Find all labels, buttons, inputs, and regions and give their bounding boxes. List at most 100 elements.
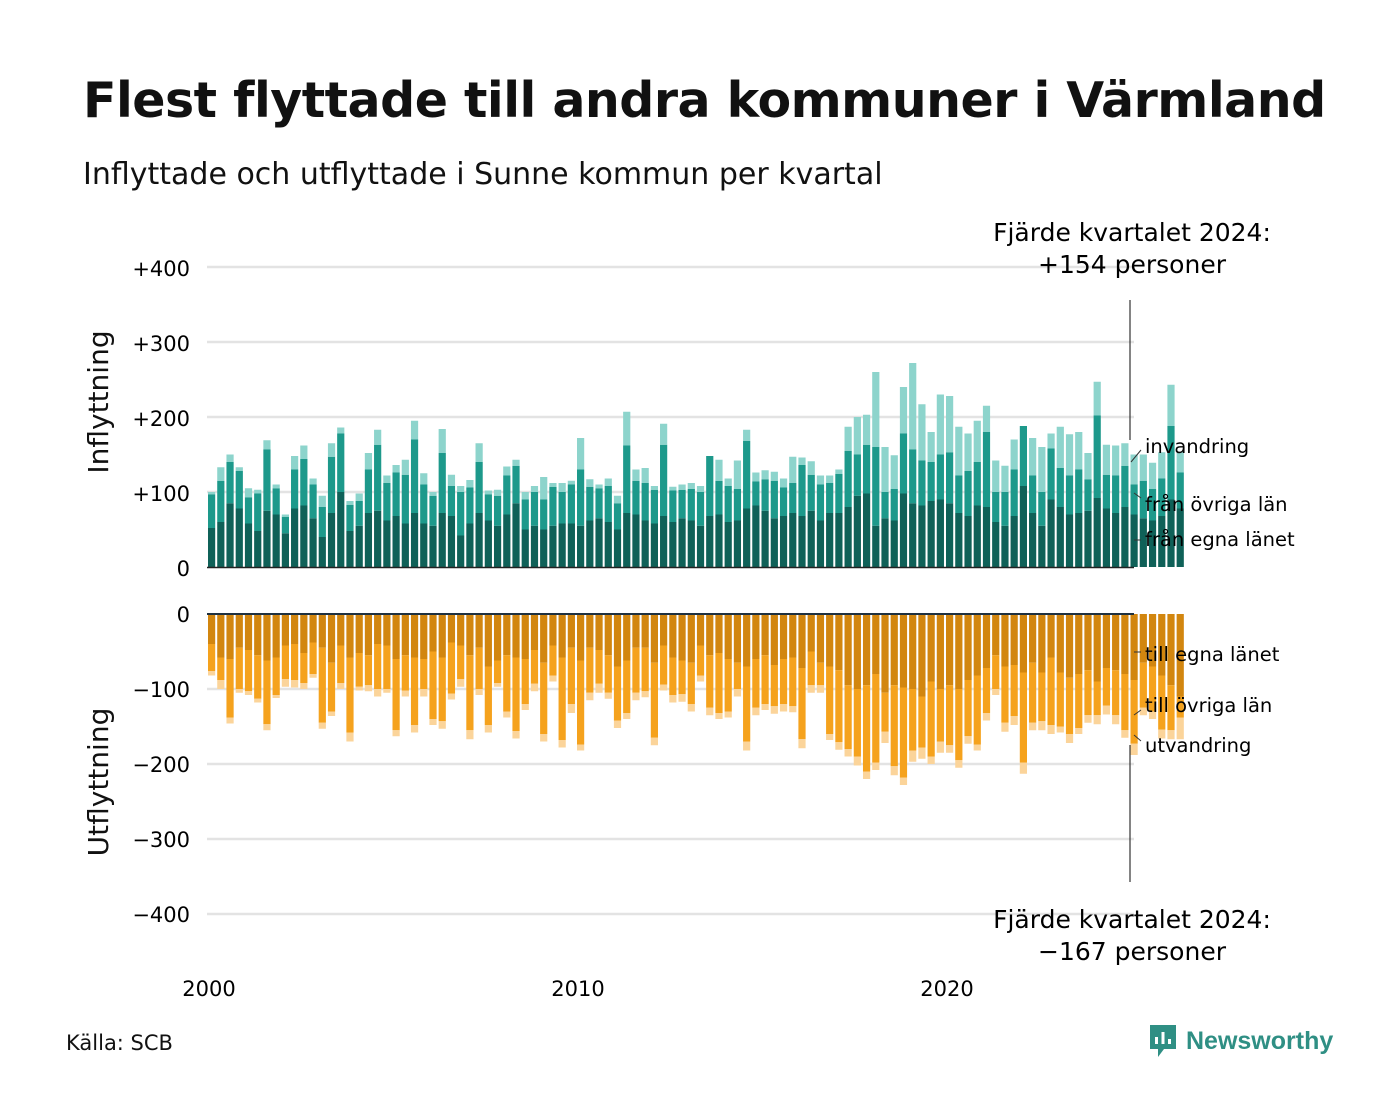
bar-out-own	[1176, 614, 1184, 697]
bar-in-immigration	[946, 396, 954, 453]
bar-out-other	[1139, 662, 1147, 708]
bar-in-own	[1148, 520, 1157, 567]
bar-in-immigration	[1047, 433, 1055, 449]
bar-in-immigration	[1102, 444, 1111, 475]
bar-in-immigration	[355, 493, 363, 501]
bar-out-other	[1102, 668, 1111, 706]
bar-in-other	[217, 480, 225, 522]
bar-in-own	[475, 513, 483, 567]
bar-out-other	[687, 662, 695, 704]
y-axis-title-in: Inflyttning	[82, 330, 115, 473]
bar-in-other	[567, 484, 575, 524]
bar-in-other	[1158, 478, 1166, 516]
bar-in-own	[623, 513, 631, 567]
bar-in-other	[512, 465, 520, 504]
bar-out-other	[1158, 675, 1166, 730]
bar-in-immigration	[1084, 453, 1092, 480]
bar-out-other	[899, 687, 908, 778]
bar-out-emigration	[724, 711, 732, 718]
bar-in-other	[355, 501, 363, 526]
bar-in-own	[789, 513, 797, 567]
bar-in-other	[835, 474, 843, 513]
bar-out-other	[1084, 670, 1092, 716]
bar-in-own	[540, 529, 548, 567]
bar-in-immigration	[678, 484, 686, 490]
bar-out-other	[678, 660, 686, 695]
bar-in-other	[1121, 465, 1129, 507]
bar-out-own	[724, 614, 732, 659]
bar-out-own	[641, 614, 649, 648]
bar-out-emigration	[881, 731, 889, 743]
bar-out-emigration	[1075, 728, 1083, 734]
bar-out-own	[263, 614, 271, 661]
bar-out-own	[503, 614, 511, 656]
bar-in-immigration	[558, 483, 566, 492]
bar-out-own	[881, 614, 889, 693]
bar-out-emigration	[383, 689, 391, 693]
bar-in-other	[715, 480, 723, 515]
bar-out-own	[936, 614, 944, 689]
annotation-in-line2: +154 personer	[1038, 250, 1227, 279]
bar-out-other	[586, 647, 594, 693]
bar-group	[208, 363, 1184, 785]
bar-in-other	[1167, 426, 1175, 500]
bar-in-other	[770, 480, 778, 519]
bar-in-other	[1176, 472, 1184, 509]
bar-out-other	[733, 662, 742, 689]
bar-in-immigration	[1038, 447, 1046, 492]
bar-out-own	[1167, 614, 1175, 686]
bar-out-emigration	[272, 695, 280, 698]
bar-out-own	[1038, 614, 1046, 673]
bar-in-own	[549, 525, 557, 567]
bar-out-other	[761, 655, 769, 704]
bar-in-immigration	[420, 473, 428, 485]
y-axis-title-out: Utflyttning	[82, 708, 115, 857]
bar-in-immigration	[992, 460, 1000, 492]
bar-in-own	[752, 505, 760, 567]
bar-in-own	[1084, 510, 1092, 567]
bar-out-other	[493, 660, 502, 683]
bar-in-other	[761, 479, 769, 511]
bar-in-own	[577, 525, 585, 567]
legend-in-own: från egna länet	[1145, 528, 1295, 551]
bar-in-immigration	[1148, 462, 1157, 489]
bar-out-own	[364, 614, 373, 656]
bar-in-other	[235, 471, 243, 509]
bar-in-other	[1102, 474, 1111, 509]
bar-in-own	[586, 520, 594, 567]
bar-out-own	[383, 614, 391, 646]
bar-out-emigration	[798, 739, 806, 749]
bar-out-emigration	[1176, 717, 1184, 740]
bar-out-other	[872, 674, 880, 763]
bar-out-emigration	[835, 742, 843, 750]
bar-out-other	[512, 657, 520, 731]
bar-in-immigration	[1121, 443, 1129, 466]
bar-out-emigration	[696, 675, 705, 682]
bar-out-other	[401, 655, 409, 691]
bar-out-own	[530, 614, 539, 650]
bar-out-own	[457, 614, 465, 646]
bar-in-other	[281, 516, 289, 534]
bar-in-own	[1158, 516, 1166, 567]
bar-in-immigration	[1139, 454, 1147, 481]
bar-in-immigration	[567, 480, 575, 485]
bar-out-emigration	[752, 707, 760, 716]
bar-out-own	[946, 614, 954, 686]
bar-in-own	[1065, 514, 1074, 567]
bar-out-other	[577, 660, 585, 745]
bar-in-other	[844, 450, 852, 507]
bar-out-own	[558, 614, 566, 658]
bar-out-emigration	[1093, 715, 1101, 725]
bar-out-other	[623, 660, 631, 713]
bar-in-immigration	[530, 486, 539, 492]
bar-in-other	[816, 484, 825, 521]
bar-out-emigration	[918, 747, 926, 759]
bar-in-immigration	[309, 478, 317, 485]
bar-in-own	[816, 520, 825, 567]
bar-in-other	[300, 459, 308, 506]
bar-out-other	[669, 657, 677, 695]
legend-out-own: till egna länet	[1145, 643, 1280, 666]
bar-out-other	[291, 644, 299, 680]
bar-out-own	[300, 614, 308, 653]
bar-in-immigration	[973, 420, 981, 462]
